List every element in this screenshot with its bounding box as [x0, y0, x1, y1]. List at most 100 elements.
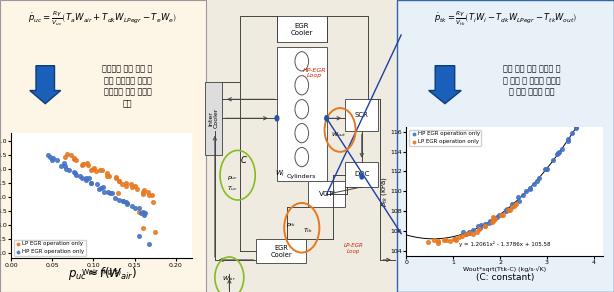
LP EGR operation only — [88, 166, 98, 171]
HP EGR operation only — [48, 156, 58, 161]
HP EGR operation only — [507, 201, 516, 206]
Circle shape — [295, 147, 309, 167]
HP EGR operation only — [575, 117, 585, 122]
LP EGR operation only — [132, 186, 142, 191]
LP EGR operation only — [139, 192, 149, 196]
HP EGR operation only — [103, 189, 112, 194]
LP EGR operation only — [102, 170, 112, 175]
LP EGR operation only — [462, 232, 472, 236]
Text: C: C — [241, 156, 247, 165]
HP EGR operation only — [71, 173, 81, 178]
Circle shape — [295, 100, 309, 119]
HP EGR operation only — [144, 242, 154, 247]
Text: $\dot{p}_{tk}=\frac{R\gamma}{V_{tk}}\left(T_iW_i-T_{dk}W_{LPegr}-T_{tk}W_{out}\r: $\dot{p}_{tk}=\frac{R\gamma}{V_{tk}}\lef… — [434, 9, 577, 28]
HP EGR operation only — [121, 200, 131, 205]
HP EGR operation only — [80, 178, 90, 182]
HP EGR operation only — [554, 150, 564, 154]
LP EGR operation only — [69, 156, 79, 161]
Text: $p_{uc}\approx f(W_{air})$: $p_{uc}\approx f(W_{air})$ — [68, 265, 138, 282]
HP EGR operation only — [502, 207, 511, 212]
LP EGR operation only — [134, 210, 144, 215]
HP EGR operation only — [553, 152, 562, 157]
Text: y = 1.2061x² - 1.3786x + 105.58: y = 1.2061x² - 1.3786x + 105.58 — [459, 241, 551, 246]
LP EGR operation only — [488, 219, 497, 224]
LP EGR operation only — [509, 204, 519, 208]
LP EGR operation only — [454, 235, 464, 240]
HP EGR operation only — [61, 166, 71, 171]
HP EGR operation only — [548, 158, 558, 162]
LP EGR operation only — [505, 207, 515, 212]
Text: Cylinders: Cylinders — [287, 174, 316, 179]
HP EGR operation only — [571, 125, 581, 130]
LP EGR operation only — [488, 218, 497, 223]
LP EGR operation only — [138, 225, 148, 230]
Text: (C: constant): (C: constant) — [476, 273, 535, 282]
Bar — [308, 181, 345, 207]
Bar — [345, 99, 378, 131]
HP EGR operation only — [486, 218, 495, 223]
Text: $W_{air}$: $W_{air}$ — [222, 274, 236, 283]
HP EGR operation only — [476, 223, 486, 227]
LP EGR operation only — [503, 208, 513, 212]
LP EGR operation only — [480, 224, 489, 229]
HP EGR operation only — [60, 164, 70, 168]
LP EGR operation only — [457, 234, 467, 239]
HP EGR operation only — [119, 198, 128, 203]
LP EGR operation only — [130, 184, 140, 189]
HP EGR operation only — [494, 213, 504, 218]
HP EGR operation only — [532, 179, 542, 183]
LP EGR operation only — [488, 215, 498, 220]
LP EGR operation only — [511, 201, 521, 206]
Text: $W_{out}$: $W_{out}$ — [332, 130, 347, 139]
HP EGR operation only — [56, 164, 66, 168]
HP EGR operation only — [464, 230, 474, 235]
Circle shape — [275, 116, 279, 121]
LP EGR operation only — [82, 161, 92, 165]
LP EGR operation only — [117, 182, 127, 187]
Text: $p_{tk}$: $p_{tk}$ — [286, 221, 297, 229]
Text: 컴프레시 전단 동적 모
델을 컴프레시 유량을
바탕으로 하는 함수로
대체: 컴프레시 전단 동적 모 델을 컴프레시 유량을 바탕으로 하는 함수로 대체 — [103, 64, 153, 109]
HP EGR operation only — [81, 176, 91, 181]
HP EGR operation only — [76, 173, 85, 178]
HP EGR operation only — [563, 138, 573, 143]
HP EGR operation only — [96, 185, 106, 190]
LP EGR operation only — [60, 154, 70, 159]
HP EGR operation only — [468, 227, 478, 232]
Text: $p_{uc}$: $p_{uc}$ — [227, 174, 238, 182]
Text: EGR
Cooler: EGR Cooler — [290, 23, 313, 36]
LP EGR operation only — [86, 168, 96, 172]
HP EGR operation only — [138, 210, 147, 214]
LP EGR operation only — [71, 158, 81, 163]
Circle shape — [295, 76, 309, 95]
HP EGR operation only — [563, 137, 573, 142]
LP EGR operation only — [147, 193, 157, 197]
HP EGR operation only — [107, 191, 117, 196]
LP EGR operation only — [121, 184, 131, 189]
Legend: HP EGR operation only, LP EGR operation only: HP EGR operation only, LP EGR operation … — [410, 130, 481, 146]
Text: LP-EGR
Loop: LP-EGR Loop — [344, 243, 363, 253]
HP EGR operation only — [134, 206, 144, 211]
LP EGR operation only — [429, 238, 439, 243]
Text: SCR: SCR — [355, 112, 369, 118]
HP EGR operation only — [558, 146, 567, 151]
HP EGR operation only — [473, 224, 483, 229]
HP EGR operation only — [513, 195, 523, 200]
HP EGR operation only — [584, 105, 594, 110]
HP EGR operation only — [542, 167, 552, 171]
Text: $T_{uc}$: $T_{uc}$ — [227, 184, 238, 193]
LP EGR operation only — [127, 185, 137, 190]
Circle shape — [325, 116, 328, 121]
HP EGR operation only — [98, 185, 108, 190]
Text: VGT: VGT — [319, 191, 334, 197]
Text: DOC: DOC — [354, 171, 370, 178]
LP EGR operation only — [144, 193, 154, 198]
HP EGR operation only — [105, 191, 115, 195]
HP EGR operation only — [52, 158, 62, 162]
LP EGR operation only — [111, 176, 121, 181]
LP EGR operation only — [472, 230, 482, 234]
Text: $\dot{p}_{uc}=\frac{R\gamma}{V_{uc}}\left(T_aW_{air}+T_{dk}W_{LPegr}-T_eW_e\righ: $\dot{p}_{uc}=\frac{R\gamma}{V_{uc}}\lef… — [28, 9, 177, 28]
LP EGR operation only — [465, 230, 475, 235]
LP EGR operation only — [433, 240, 443, 245]
LP EGR operation only — [90, 166, 99, 170]
LP EGR operation only — [498, 213, 508, 218]
